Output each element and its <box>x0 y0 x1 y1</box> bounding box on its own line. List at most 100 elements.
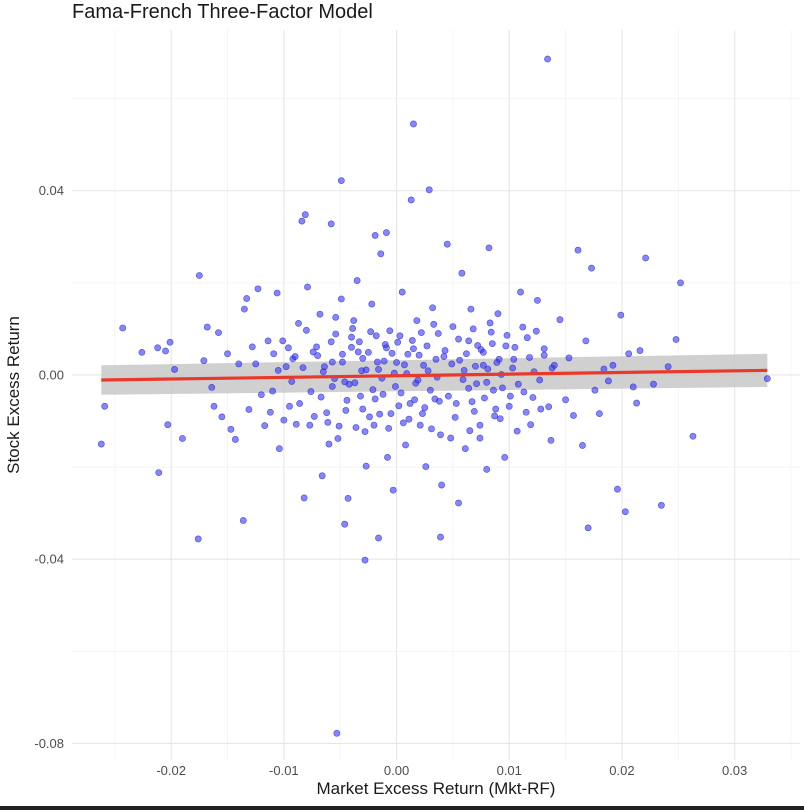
scatter-point <box>280 416 288 424</box>
scatter-point <box>545 403 553 411</box>
scatter-point <box>304 283 311 291</box>
scatter-point <box>570 412 577 419</box>
scatter-point <box>218 413 226 421</box>
scatter-point <box>411 396 418 404</box>
scatter-point <box>537 405 545 413</box>
scatter-point <box>664 363 672 371</box>
scatter-point <box>162 347 169 355</box>
scatter-point <box>368 300 376 308</box>
x-tick-label: -0.01 <box>269 763 299 778</box>
scatter-point <box>337 295 345 303</box>
scatter-point <box>408 337 416 344</box>
scatter-point <box>224 350 231 358</box>
scatter-point <box>420 361 428 369</box>
scatter-point <box>509 364 517 372</box>
scatter-point <box>257 391 265 399</box>
scatter-point <box>383 344 390 352</box>
y-axis-label: Stock Excess Return <box>4 316 23 474</box>
scatter-point <box>451 413 459 421</box>
scatter-point <box>473 380 480 388</box>
scatter-point <box>375 534 382 542</box>
scatter-point <box>511 343 519 351</box>
x-tick-labels: -0.02 -0.01 0.00 0.01 0.02 0.03 <box>156 763 747 778</box>
scatter-point <box>291 353 299 360</box>
scatter-point <box>485 244 493 252</box>
scatter-point <box>273 289 281 297</box>
y-tick-label: -0.04 <box>34 552 64 567</box>
scatter-point <box>438 481 446 489</box>
scatter-point <box>348 343 355 351</box>
x-axis-label: Market Excess Return (Mkt-RF) <box>316 779 556 798</box>
scatter-point <box>465 384 473 392</box>
scatter-point <box>348 333 355 341</box>
scatter-point <box>307 388 315 395</box>
scatter-point <box>481 394 488 402</box>
scatter-point <box>677 279 684 287</box>
scatter-point <box>286 402 293 410</box>
scatter-point <box>401 361 408 369</box>
scatter-point <box>155 469 163 477</box>
scatter-point <box>354 348 362 356</box>
scatter-point <box>303 326 310 334</box>
scatter-point <box>387 410 395 418</box>
scatter-point <box>384 454 391 461</box>
scatter-point <box>327 220 335 228</box>
scatter-point <box>227 425 235 433</box>
points-layer <box>97 55 771 737</box>
scatter-point <box>361 556 369 564</box>
scatter-point <box>395 402 403 410</box>
scatter-point <box>296 400 304 407</box>
scatter-point <box>264 337 272 345</box>
scatter-point <box>171 366 178 373</box>
scatter-point <box>208 384 216 391</box>
scatter-point <box>310 413 318 420</box>
scatter-point <box>396 332 404 340</box>
scatter-point <box>351 379 359 387</box>
scatter-point <box>488 340 496 348</box>
scatter-point <box>476 434 484 442</box>
scatter-point <box>523 334 531 342</box>
scatter-point <box>359 354 367 362</box>
scatter-point <box>301 211 309 219</box>
scatter-point <box>298 217 306 225</box>
scatter-point <box>503 331 511 339</box>
scatter-point <box>486 319 494 327</box>
scatter-point <box>514 380 522 388</box>
chart-title: Fama-French Three-Factor Model <box>72 1 373 23</box>
scatter-point <box>369 386 377 394</box>
scatter-point <box>324 419 332 426</box>
scatter-point <box>487 328 495 336</box>
scatter-point <box>399 419 407 427</box>
scatter-point <box>434 330 442 337</box>
grid-major <box>72 30 800 760</box>
scatter-point <box>490 386 497 394</box>
scatter-point <box>452 400 460 407</box>
scatter-point <box>195 272 203 279</box>
scatter-point <box>579 442 586 449</box>
scatter-point <box>413 317 421 325</box>
scatter-point <box>467 305 475 313</box>
scatter-point <box>385 424 393 432</box>
scatter-point <box>672 336 680 343</box>
scatter-point <box>392 383 399 390</box>
scatter-point <box>527 421 535 429</box>
scatter-point <box>350 317 358 325</box>
scatter-point <box>154 344 162 352</box>
scatter-point <box>359 405 367 413</box>
scatter-point <box>252 360 260 368</box>
scatter-point <box>377 250 385 258</box>
scatter-point <box>372 332 380 340</box>
scatter-point <box>432 355 440 363</box>
scatter-point <box>254 285 262 293</box>
scatter-point <box>419 410 426 418</box>
scatter-point <box>484 365 492 373</box>
scatter-point <box>410 120 417 128</box>
scatter-point <box>763 375 771 383</box>
scatter-point <box>339 350 346 358</box>
scatter-point <box>621 508 629 516</box>
scatter-point <box>362 366 370 374</box>
scatter-point <box>479 348 487 356</box>
scatter-point <box>479 361 487 369</box>
scatter-point <box>650 380 657 388</box>
scatter-point <box>472 362 479 370</box>
